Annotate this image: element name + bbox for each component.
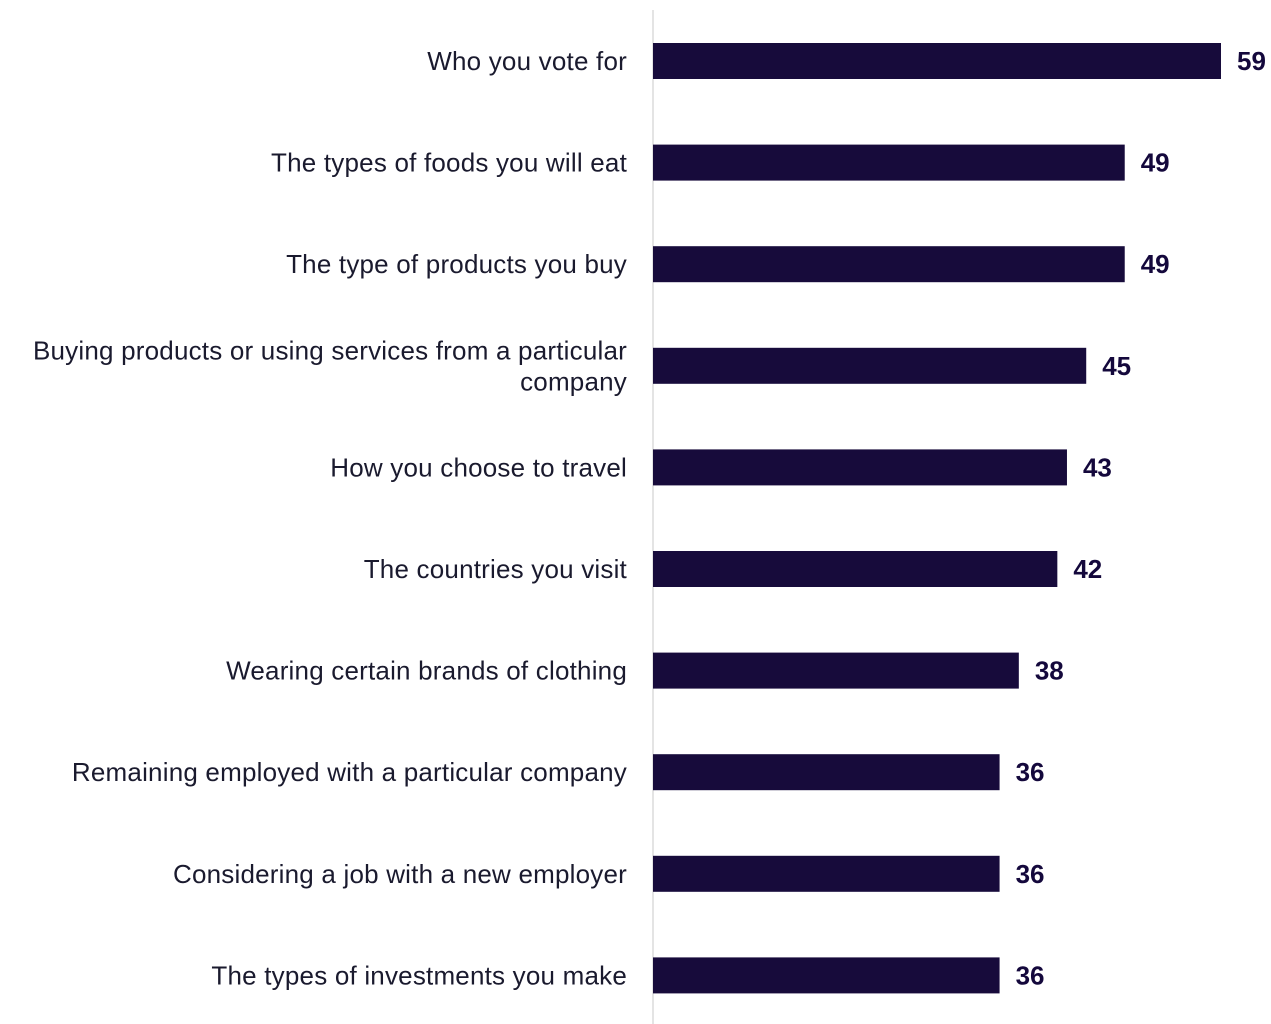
category-label: company: [520, 366, 627, 396]
category-label: The types of foods you will eat: [271, 148, 628, 178]
bar-value-label: 36: [1016, 757, 1045, 787]
bar: [653, 551, 1058, 587]
category-label: The type of products you buy: [286, 249, 627, 279]
category-label: Wearing certain brands of clothing: [226, 656, 627, 686]
bar-value-label: 49: [1141, 249, 1170, 279]
bar-value-label: 59: [1237, 46, 1266, 76]
bar-value-label: 38: [1035, 656, 1064, 686]
bar-value-label: 45: [1102, 351, 1131, 381]
category-label: How you choose to travel: [330, 452, 627, 482]
bars-group: 59 Who you vote for 49 The types of foods y…: [33, 43, 1266, 994]
bar-value-label: 43: [1083, 452, 1112, 482]
category-label: Remaining employed with a particular com…: [72, 757, 627, 787]
bar: [653, 754, 1000, 791]
category-label: Who you vote for: [427, 46, 627, 76]
bar-value-label: 36: [1016, 859, 1045, 889]
bar: [653, 246, 1125, 283]
category-label: The countries you visit: [364, 554, 628, 584]
bar: [653, 855, 1000, 892]
bar-value-label: 42: [1073, 554, 1102, 584]
bar: [653, 144, 1125, 181]
bar: [653, 957, 1000, 994]
category-label: The types of investments you make: [211, 960, 627, 990]
bar: [653, 43, 1221, 79]
bar: [653, 652, 1019, 689]
bar: [653, 449, 1067, 486]
category-label: Considering a job with a new employer: [173, 859, 627, 889]
bar-value-label: 36: [1016, 960, 1045, 990]
category-label: Buying products or using services from a…: [33, 335, 627, 365]
bar: [653, 347, 1087, 384]
bar-value-label: 49: [1141, 148, 1170, 178]
